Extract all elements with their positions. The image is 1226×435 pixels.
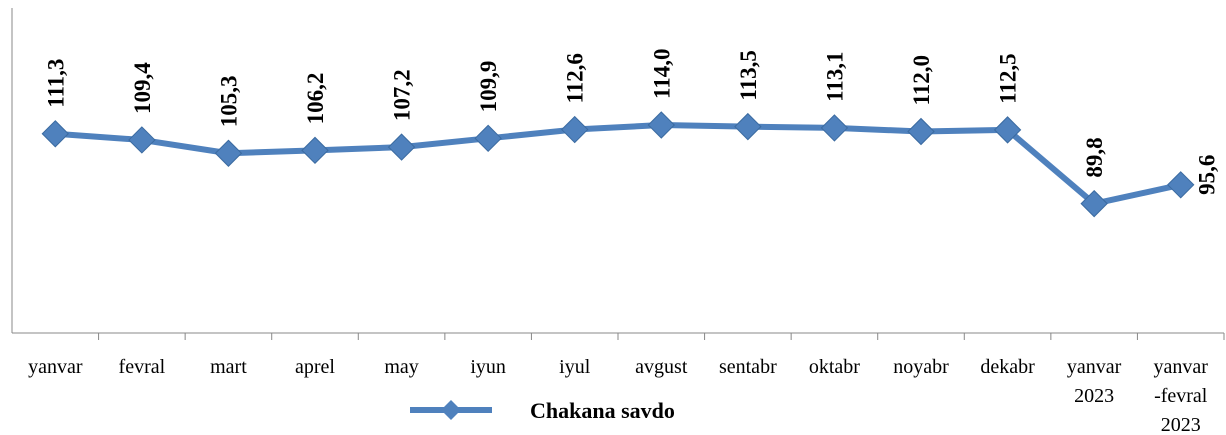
x-tick-label: oktabr [809, 356, 860, 378]
point-marker [561, 115, 589, 144]
value-label: 113,5 [736, 50, 761, 100]
value-label: 106,2 [303, 73, 328, 125]
x-tick-label: noyabr [893, 356, 949, 378]
legend-label: Chakana savdo [530, 398, 675, 423]
x-tick-label: avgust [635, 356, 688, 378]
point-marker [993, 116, 1022, 144]
point-marker [820, 114, 849, 142]
x-tick-label: aprel [295, 356, 335, 378]
point-marker [387, 133, 416, 161]
value-label: 112,5 [996, 53, 1021, 103]
value-label: 109,4 [130, 62, 155, 114]
x-tick-label: iyun [470, 356, 506, 378]
x-tick-label: yanvar -fevral 2023 [1154, 356, 1209, 435]
value-label: 112,0 [909, 55, 934, 105]
value-label: 89,8 [1082, 137, 1107, 177]
legend-marker [441, 400, 461, 420]
x-tick-label: yanvar [28, 356, 83, 378]
value-label: 113,1 [822, 51, 847, 101]
x-tick-label: mart [210, 356, 247, 378]
x-tick-label: iyul [559, 356, 591, 378]
point-marker [214, 139, 243, 167]
point-marker [647, 111, 675, 139]
value-label: 107,2 [390, 69, 415, 121]
point-marker [474, 124, 502, 153]
point-marker [41, 120, 69, 148]
point-marker [1167, 171, 1195, 199]
point-marker [1080, 189, 1108, 218]
value-label: 112,6 [563, 53, 588, 103]
point-marker [301, 136, 329, 165]
x-tick-label: fevral [119, 356, 166, 378]
value-label: 95,6 [1195, 155, 1220, 195]
point-marker [128, 126, 156, 154]
x-tick-label: yanvar 2023 [1067, 356, 1122, 407]
x-tick-label: dekabr [980, 356, 1035, 378]
value-label: 109,9 [476, 61, 501, 113]
value-label: 105,3 [216, 76, 241, 128]
value-label: 111,3 [43, 59, 68, 108]
series-line [55, 122, 1182, 207]
x-tick-label: sentabr [719, 356, 777, 378]
x-tick-label: may [384, 356, 418, 378]
value-label: 114,0 [649, 49, 674, 99]
point-marker [734, 112, 762, 141]
point-marker [907, 117, 935, 146]
